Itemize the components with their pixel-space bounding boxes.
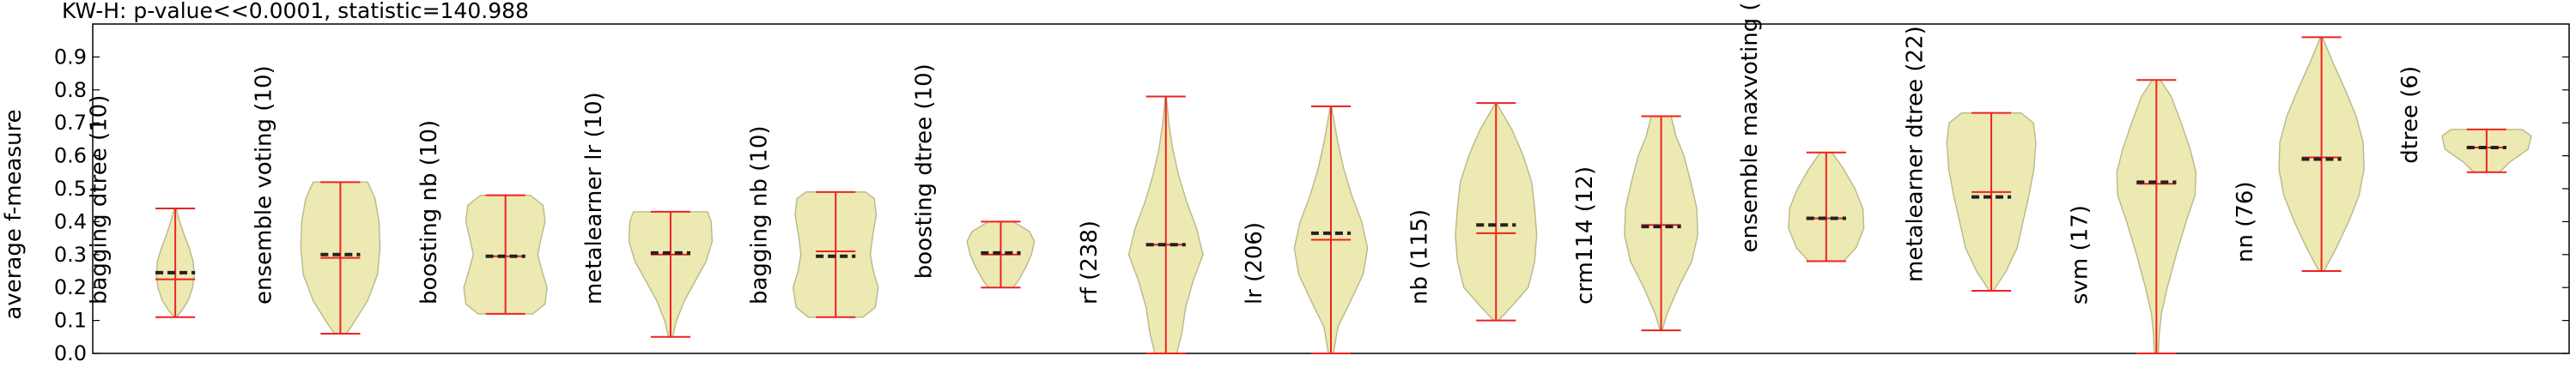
chart-caption: KW-H: p-value<<0.0001, statistic=140.988 [62, 0, 529, 23]
y-tick-label: 0.8 [54, 78, 87, 102]
group-label: lr (206) [1242, 222, 1267, 305]
group-label: ensemble voting (10) [252, 65, 277, 305]
group-label: svm (17) [2068, 205, 2093, 305]
y-tick-label: 0.9 [54, 45, 87, 69]
y-tick-label: 0.6 [54, 144, 87, 168]
y-tick-label: 0.2 [54, 275, 87, 299]
group-label: boosting nb (10) [416, 120, 442, 305]
y-tick-label: 0.4 [54, 209, 87, 233]
y-tick-label: 0.3 [54, 243, 87, 267]
y-tick-label: 0.1 [54, 309, 87, 333]
y-tick-label: 0.0 [54, 341, 87, 365]
group-label: nn (76) [2233, 181, 2258, 262]
group-label: bagging dtree (10) [86, 95, 112, 305]
group-label: metalearner lr (10) [581, 92, 607, 305]
y-tick-label: 0.7 [54, 111, 87, 135]
group-label: metalearner dtree (22) [1902, 26, 1928, 282]
y-tick-label: 0.5 [54, 177, 87, 201]
group-label: boosting dtree (10) [912, 63, 938, 279]
group-label: dtree (6) [2397, 66, 2423, 164]
group-label: bagging nb (10) [746, 125, 772, 305]
group-label: crm114 (12) [1572, 166, 1598, 305]
group-label: nb (115) [1407, 209, 1433, 305]
group-label: rf (238) [1077, 220, 1103, 305]
group-label: ensemble maxvoting (10) [1737, 0, 1763, 253]
